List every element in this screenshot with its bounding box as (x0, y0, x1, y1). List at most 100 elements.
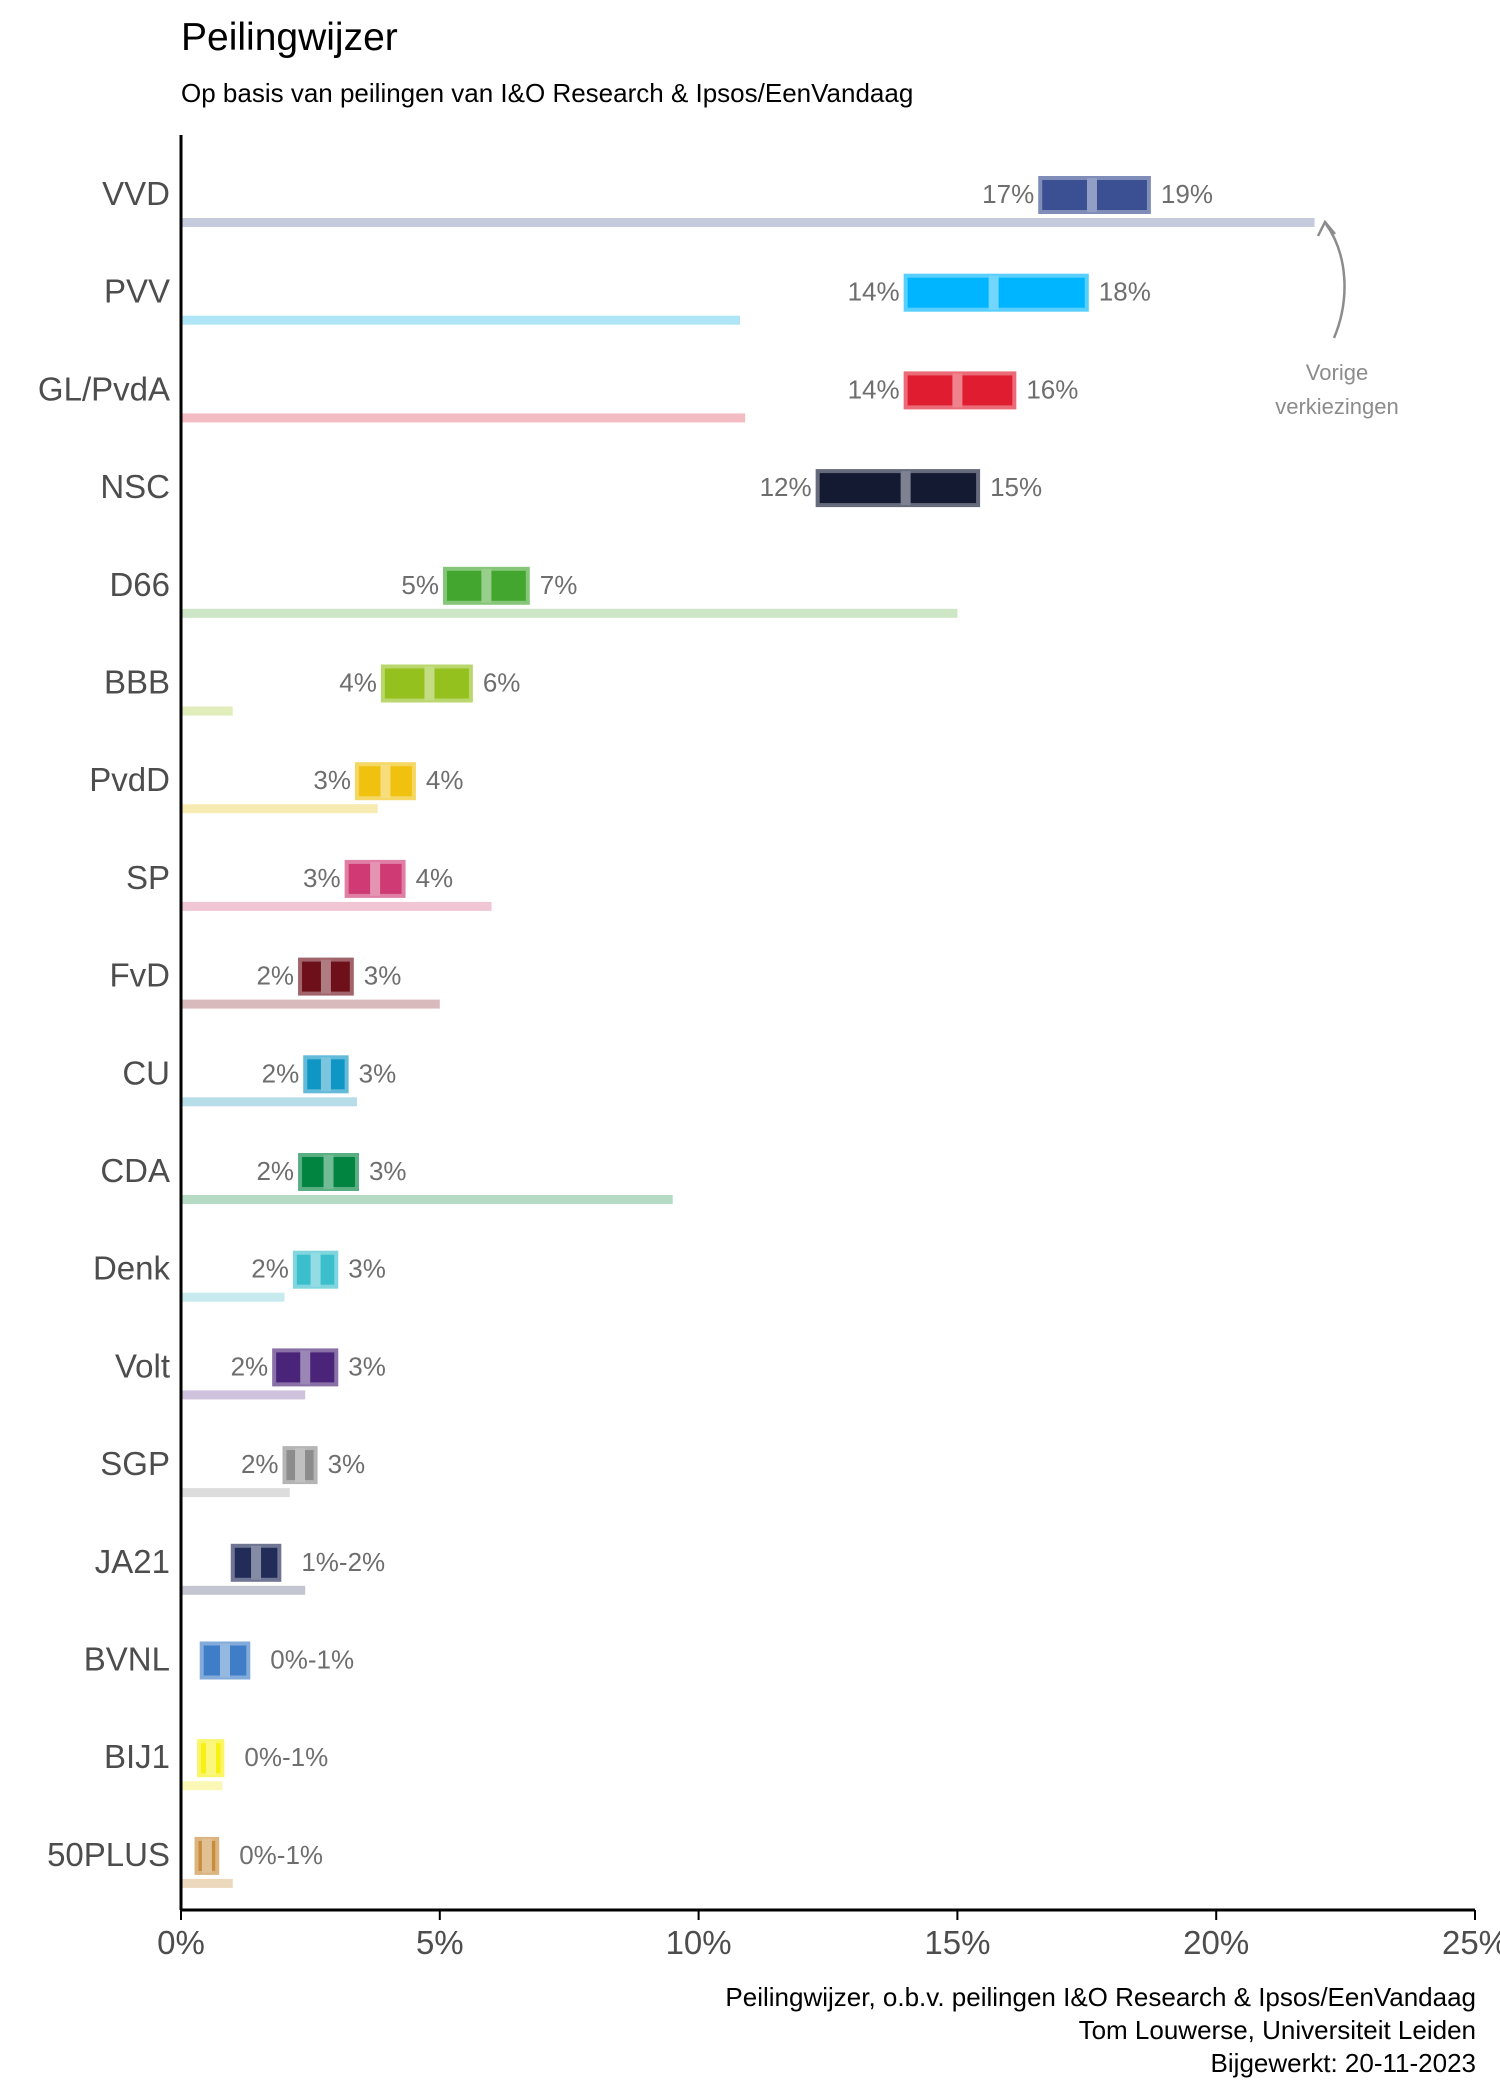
midpoint-marker-sgp (295, 1448, 306, 1483)
previous-bar-bij1 (181, 1781, 223, 1791)
previous-bar-volt (181, 1390, 306, 1400)
party-label-d66: D66 (109, 566, 170, 603)
range-low-label-bbb: 4% (339, 668, 377, 698)
range-low-label-cda: 2% (256, 1156, 294, 1186)
party-label-cda: CDA (100, 1152, 170, 1189)
midpoint-marker-d66 (481, 568, 492, 603)
x-tick-label-10: 10% (666, 1924, 732, 1961)
party-label-sp: SP (126, 859, 170, 896)
footer-source: Peilingwijzer, o.b.v. peilingen I&O Rese… (725, 1982, 1476, 2012)
range-low-label-d66: 5% (401, 570, 439, 600)
x-tick-label-15: 15% (924, 1924, 990, 1961)
midpoint-marker-sp (370, 861, 381, 896)
previous-bar-cda (181, 1195, 673, 1204)
footer-updated: Bijgewerkt: 20-11-2023 (1210, 2048, 1476, 2078)
range-low-label-nsc: 12% (760, 472, 812, 502)
previous-bar-fvd (181, 999, 440, 1009)
annotation-line-2: verkiezingen (1275, 394, 1399, 419)
chart-title: Peilingwijzer (181, 16, 398, 59)
range-low-label-denk: 2% (251, 1254, 289, 1284)
party-label-denk: Denk (93, 1250, 171, 1287)
range-high-label-sgp: 3% (328, 1449, 366, 1479)
range-high-label-cda: 3% (369, 1156, 407, 1186)
party-label-fvd: FvD (110, 957, 171, 994)
previous-bar-sp (181, 901, 492, 911)
range-high-label-nsc: 15% (990, 472, 1042, 502)
previous-bar-cu (181, 1097, 357, 1107)
party-label-pvdd: PvdD (89, 761, 170, 798)
previous-bar-bbb (181, 706, 233, 716)
midpoint-marker-gl-pvda (952, 373, 963, 408)
midpoint-marker-fvd (320, 959, 331, 994)
midpoint-marker-pvdd (380, 764, 391, 799)
midpoint-marker-ja21 (251, 1545, 262, 1580)
midpoint-marker-cda (323, 1155, 334, 1189)
range-high-label-gl-pvda: 16% (1026, 374, 1078, 404)
party-label-volt: Volt (115, 1347, 170, 1384)
midpoint-marker-bbb (424, 666, 435, 701)
midpoint-marker-volt (300, 1350, 311, 1385)
midpoint-marker-pvv (988, 275, 999, 310)
midpoint-marker-50plus (201, 1838, 212, 1873)
party-label-nsc: NSC (100, 468, 170, 505)
previous-bar-pvv (181, 315, 741, 325)
range-low-label-fvd: 2% (256, 961, 294, 991)
x-tick-label-5: 5% (416, 1924, 464, 1961)
party-label-50plus: 50PLUS (47, 1836, 170, 1873)
range-high-label-pvv: 18% (1099, 277, 1151, 307)
midpoint-marker-bvnl (219, 1643, 230, 1678)
previous-bar-50plus (181, 1878, 233, 1888)
midpoint-marker-denk (310, 1252, 321, 1287)
midpoint-marker-bij1 (206, 1741, 217, 1776)
annotation-arrow (1324, 223, 1346, 339)
party-label-bij1: BIJ1 (104, 1738, 170, 1775)
range-bar-nsc (815, 469, 981, 508)
midpoint-marker-vvd (1086, 178, 1097, 212)
party-label-ja21: JA21 (95, 1543, 170, 1580)
party-label-bvnl: BVNL (84, 1641, 170, 1678)
range-high-label-vvd: 19% (1161, 179, 1213, 209)
footer-author: Tom Louwerse, Universiteit Leiden (1078, 2015, 1476, 2045)
range-high-label-50plus: 0%-1% (239, 1840, 323, 1870)
range-high-label-volt: 3% (348, 1351, 386, 1381)
range-low-label-vvd: 17% (982, 179, 1034, 209)
range-low-label-gl-pvda: 14% (848, 374, 900, 404)
range-high-label-bvnl: 0%-1% (270, 1645, 354, 1675)
previous-bar-denk (181, 1292, 285, 1302)
chart-subtitle: Op basis van peilingen van I&O Research … (181, 78, 914, 108)
party-label-sgp: SGP (100, 1445, 170, 1482)
midpoint-marker-nsc (900, 471, 911, 506)
range-low-label-cu: 2% (262, 1058, 300, 1088)
x-tick-label-20: 20% (1183, 1924, 1249, 1961)
range-high-label-bbb: 6% (483, 668, 521, 698)
previous-bar-vvd (181, 218, 1315, 227)
range-low-label-pvdd: 3% (313, 765, 351, 795)
party-label-cu: CU (122, 1054, 170, 1091)
range-high-label-fvd: 3% (364, 961, 402, 991)
range-low-label-pvv: 14% (848, 277, 900, 307)
midpoint-marker-cu (320, 1057, 331, 1092)
x-tick-label-0: 0% (157, 1924, 205, 1961)
range-high-label-sp: 4% (416, 863, 454, 893)
previous-bar-d66 (181, 608, 958, 618)
range-low-label-sgp: 2% (241, 1449, 279, 1479)
range-high-label-denk: 3% (348, 1254, 386, 1284)
annotation-arrow-head (1316, 219, 1336, 237)
party-label-pvv: PVV (104, 273, 170, 310)
previous-bar-gl-pvda (181, 413, 746, 423)
range-high-label-d66: 7% (540, 570, 578, 600)
range-high-label-pvdd: 4% (426, 765, 464, 795)
party-label-vvd: VVD (102, 175, 170, 212)
party-label-gl-pvda: GL/PvdA (38, 370, 170, 407)
annotation-line-1: Vorige (1306, 360, 1368, 385)
range-high-label-ja21: 1%-2% (301, 1547, 385, 1577)
range-high-label-cu: 3% (359, 1058, 397, 1088)
party-label-bbb: BBB (104, 664, 170, 701)
range-low-label-volt: 2% (231, 1351, 269, 1381)
range-low-label-sp: 3% (303, 863, 341, 893)
x-tick-label-25: 25% (1442, 1924, 1500, 1961)
range-high-label-bij1: 0%-1% (244, 1742, 328, 1772)
previous-bar-pvdd (181, 804, 378, 814)
previous-bar-sgp (181, 1488, 290, 1498)
